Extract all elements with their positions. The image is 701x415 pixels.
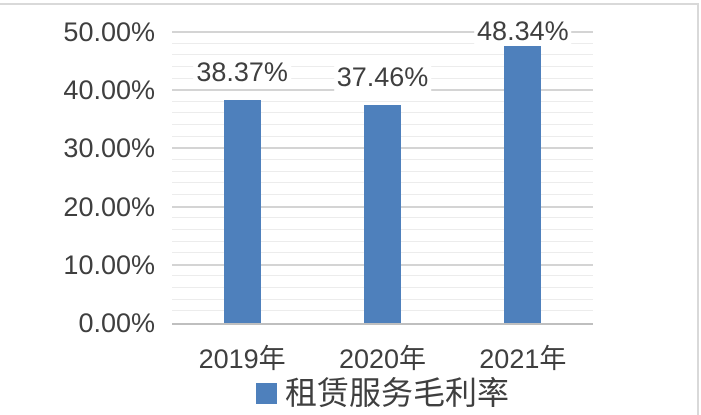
x-axis-label: 2019年 — [198, 344, 286, 374]
gridline-minor — [172, 54, 593, 56]
bar — [364, 104, 401, 323]
y-axis-tick-label: 30.00% — [63, 133, 155, 164]
legend-marker-icon — [255, 382, 277, 404]
y-axis-tick-label: 0.00% — [78, 308, 155, 338]
bar-data-label: 38.37% — [193, 56, 291, 87]
bar-data-label: 48.34% — [474, 16, 572, 46]
legend-label: 租赁服务毛利率 — [284, 375, 509, 411]
y-axis-tick-label: 20.00% — [63, 191, 155, 222]
bar-data-label: 37.46% — [333, 61, 432, 92]
gridline-minor — [172, 100, 593, 102]
x-axis-label: 2020年 — [338, 344, 427, 374]
gridline-minor — [172, 42, 593, 44]
y-axis-tick-label: 40.00% — [63, 75, 155, 106]
gridline-major — [172, 31, 593, 33]
y-axis-tick-label: 10.00% — [63, 249, 155, 280]
legend: 租赁服务毛利率 — [172, 376, 593, 410]
plot-area: 38.37% 2019年 37.46% 2020年 48.34% 2021年 — [172, 16, 593, 374]
bar — [504, 41, 542, 323]
x-axis-label: 2021年 — [479, 344, 567, 374]
y-axis-tick-label: 50.00% — [63, 17, 155, 47]
bar — [223, 99, 261, 323]
